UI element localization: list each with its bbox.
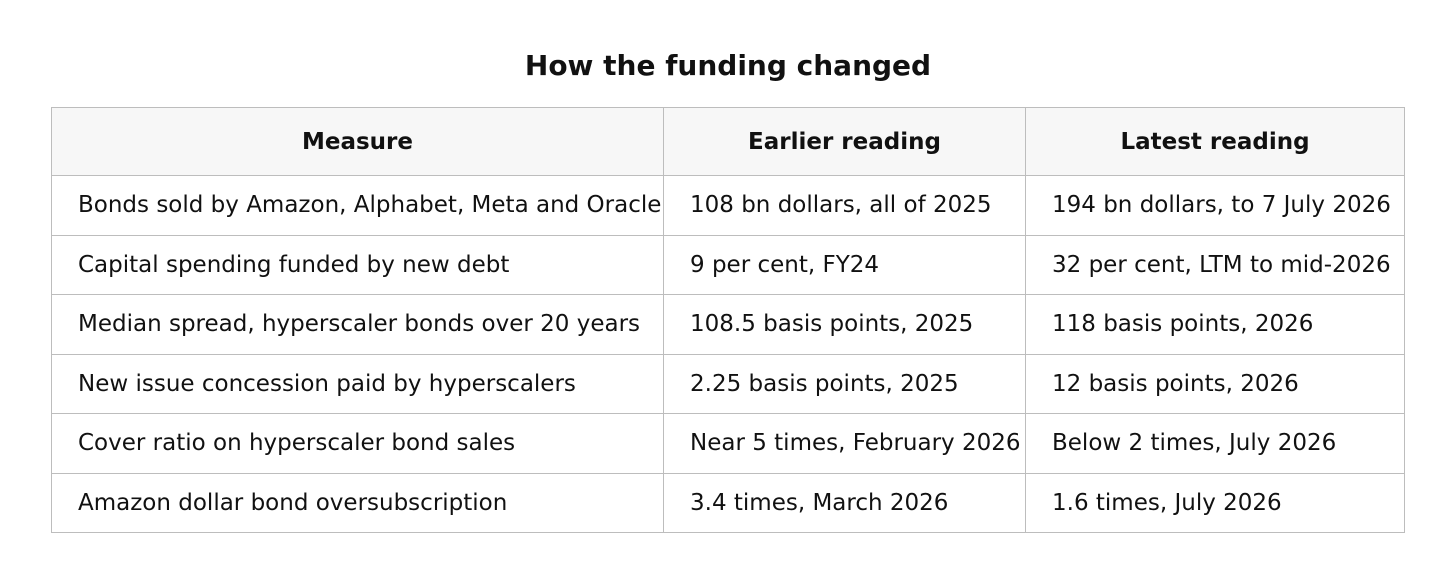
table-cell: Amazon dollar bond oversubscription <box>51 472 664 533</box>
table-row: New issue concession paid by hyperscaler… <box>51 353 1405 414</box>
table-cell: Bonds sold by Amazon, Alphabet, Meta and… <box>51 175 664 236</box>
table-row: Capital spending funded by new debt 9 per… <box>51 234 1405 295</box>
header-row: Measure Earlier reading Latest reading <box>51 107 1405 176</box>
table-cell: 2.25 basis points, 2025 <box>663 353 1026 414</box>
table-cell: 12 basis points, 2026 <box>1025 353 1405 414</box>
column-header: Measure <box>51 107 664 176</box>
table-row: Bonds sold by Amazon, Alphabet, Meta and… <box>51 175 1405 236</box>
table-cell: New issue concession paid by hyperscaler… <box>51 353 664 414</box>
table-cell: Below 2 times, July 2026 <box>1025 413 1405 474</box>
table-cell: Capital spending funded by new debt <box>51 234 664 295</box>
column-header: Earlier reading <box>663 107 1026 176</box>
table-cell: Cover ratio on hyperscaler bond sales <box>51 413 664 474</box>
table-title: How the funding changed <box>524 49 932 82</box>
table-cell: Near 5 times, February 2026 <box>663 413 1026 474</box>
table-cell: 194 bn dollars, to 7 July 2026 <box>1025 175 1405 236</box>
table-body: Bonds sold by Amazon, Alphabet, Meta and… <box>51 175 1405 533</box>
table-cell: 9 per cent, FY24 <box>663 234 1026 295</box>
table-cell: 1.6 times, July 2026 <box>1025 472 1405 533</box>
table-cell: 32 per cent, LTM to mid-2026 <box>1025 234 1405 295</box>
table-row: Median spread, hyperscaler bonds over 20… <box>51 294 1405 355</box>
table-row: Amazon dollar bond oversubscription 3.4 t… <box>51 472 1405 533</box>
table-cell: Median spread, hyperscaler bonds over 20… <box>51 294 664 355</box>
table-cell: 108 bn dollars, all of 2025 <box>663 175 1026 236</box>
table-row: Cover ratio on hyperscaler bond sales Nea… <box>51 413 1405 474</box>
table-cell: 108.5 basis points, 2025 <box>663 294 1026 355</box>
column-header: Latest reading <box>1025 107 1405 176</box>
table-cell: 3.4 times, March 2026 <box>663 472 1026 533</box>
table-cell: 118 basis points, 2026 <box>1025 294 1405 355</box>
funding-table: Measure Earlier reading Latest reading Bon… <box>51 107 1405 533</box>
